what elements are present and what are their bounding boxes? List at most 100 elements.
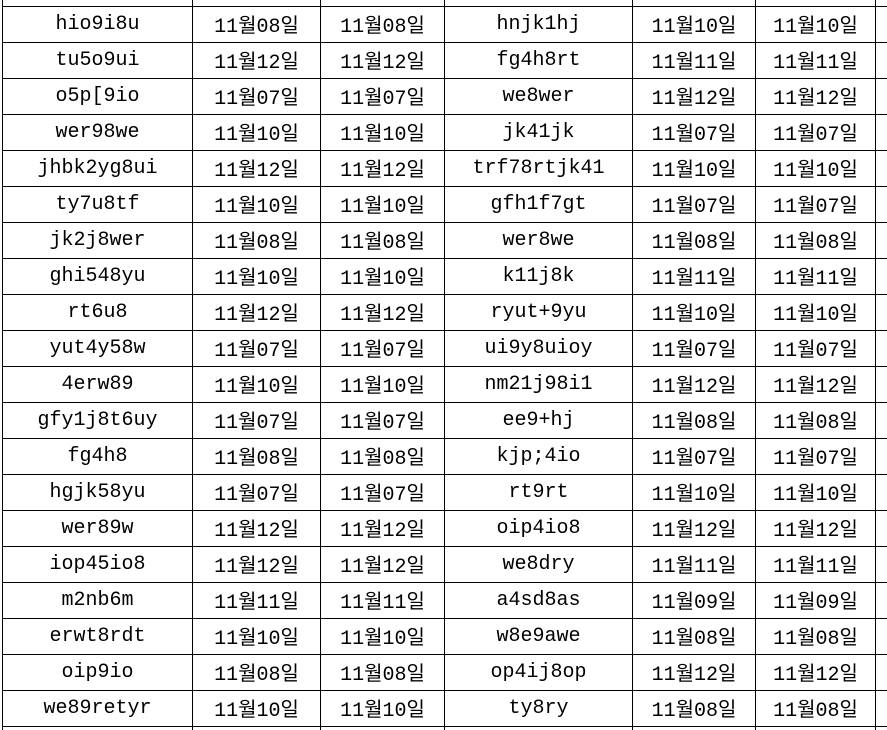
cell-date-left-2[interactable]: 11월11일 [320,581,445,619]
cell-date-left-1[interactable]: 11월12일 [192,41,321,79]
cell-overflow[interactable] [875,257,887,295]
cell-name-left[interactable]: iop45io8 [2,545,193,583]
cell-name-left[interactable]: hgjk58yu [2,473,193,511]
cell-date-left-1[interactable]: 11월07일 [192,401,321,439]
cell-name-right[interactable]: fg4h8rt [444,41,633,79]
cell-date-right-1[interactable]: 11월10일 [632,473,756,511]
cell-overflow[interactable] [875,581,887,619]
cell-date-right-1[interactable]: 11월12일 [632,653,756,691]
cell-name-left[interactable]: fg4h8 [2,437,193,475]
cell-name-right[interactable]: gfh1f7gt [444,185,633,223]
cell-name-right[interactable]: op4ij8op [444,653,633,691]
cell-name-right[interactable]: we8dry [444,545,633,583]
cell-date-right-2[interactable]: 11월11일 [755,257,876,295]
cell-date-right-2[interactable]: 11월08일 [755,401,876,439]
cell-date-right-1[interactable]: 11월08일 [632,401,756,439]
cell-date-left-2[interactable]: 11월08일 [320,653,445,691]
cell-date-right-2[interactable]: 11월07일 [755,437,876,475]
cell-date-right-1[interactable]: 11월11일 [632,257,756,295]
cell-date-left-2[interactable]: 11월07일 [320,401,445,439]
cell-date-right-1[interactable]: 11월08일 [632,689,756,727]
cell-date-right-1[interactable]: 11월08일 [632,221,756,259]
cell-date-left-1[interactable]: 11월10일 [192,185,321,223]
cell-date-left-1[interactable]: 11월12일 [192,293,321,331]
cell-name-left[interactable]: rt6u8 [2,293,193,331]
cell-overflow[interactable] [875,5,887,43]
cell-name-right[interactable]: ryut+9yu [444,293,633,331]
cell-date-left-2[interactable]: 11월08일 [320,5,445,43]
cell-name-left[interactable]: m2nb6m [2,581,193,619]
cell-name-left[interactable]: hio9i8u [2,5,193,43]
cell-date-right-2[interactable]: 11월11일 [755,41,876,79]
cell-date-right-1[interactable]: 11월07일 [632,329,756,367]
cell-name-left[interactable]: tu5o9ui [2,41,193,79]
cell-date-left-1[interactable]: 11월07일 [192,77,321,115]
cell-name-right[interactable]: wer8we [444,221,633,259]
cell-date-left-1[interactable]: 11월10일 [192,257,321,295]
cell-date-right-1[interactable]: 11월11일 [632,545,756,583]
cell-date-left-2[interactable]: 11월12일 [320,545,445,583]
cell-date-left-1[interactable]: 11월08일 [192,5,321,43]
cell-date-left-2[interactable]: 11월07일 [320,473,445,511]
cell-date-right-1[interactable]: 11월08일 [632,617,756,655]
cell-date-left-1[interactable]: 11월08일 [192,221,321,259]
cell-date-right-1[interactable]: 11월11일 [632,41,756,79]
cell-date-left-2[interactable]: 11월12일 [320,509,445,547]
cell-date-right-2[interactable]: 11월10일 [755,293,876,331]
cell-date-right-2[interactable]: 11월08일 [755,689,876,727]
cell-date-right-2[interactable]: 11월10일 [755,473,876,511]
cell-overflow[interactable] [875,689,887,727]
cell-date-right-2[interactable]: 11월08일 [755,221,876,259]
cell-name-right[interactable]: ty8ry [444,689,633,727]
cell-date-right-2[interactable]: 11월10일 [755,149,876,187]
cell-name-right[interactable]: we8wer [444,77,633,115]
cell-date-left-2[interactable]: 11월10일 [320,365,445,403]
cell-name-right[interactable]: rt9rt [444,473,633,511]
cell-date-right-1[interactable]: 11월12일 [632,77,756,115]
cell-date-right-2[interactable]: 11월07일 [755,329,876,367]
cell-date-right-1[interactable]: 11월07일 [632,437,756,475]
cell-date-right-2[interactable]: 11월12일 [755,653,876,691]
cell-date-left-2[interactable]: 11월07일 [320,77,445,115]
cell-overflow[interactable] [875,221,887,259]
cell-name-right[interactable]: k11j8k [444,257,633,295]
cell-date-right-2[interactable]: 11월12일 [755,77,876,115]
cell-name-left[interactable]: o5p[9io [2,77,193,115]
cell-date-left-1[interactable]: 11월08일 [192,653,321,691]
cell-name-right[interactable]: ui9y8uioy [444,329,633,367]
cell-date-left-2[interactable]: 11월10일 [320,689,445,727]
cell-overflow[interactable] [875,473,887,511]
cell-name-right[interactable]: w8e9awe [444,617,633,655]
cell-date-right-1[interactable]: 11월10일 [632,5,756,43]
cell-date-right-2[interactable]: 11월12일 [755,509,876,547]
cell-overflow[interactable] [875,77,887,115]
cell-date-right-2[interactable]: 11월08일 [755,617,876,655]
cell-name-left[interactable]: ghi548yu [2,257,193,295]
cell-name-left[interactable]: erwt8rdt [2,617,193,655]
cell-name-left[interactable]: gfy1j8t6uy [2,401,193,439]
cell-date-left-1[interactable]: 11월07일 [192,473,321,511]
cell-overflow[interactable] [875,401,887,439]
cell-overflow[interactable] [875,617,887,655]
cell-date-left-1[interactable]: 11월10일 [192,113,321,151]
cell-date-left-2[interactable]: 11월12일 [320,41,445,79]
cell-date-right-1[interactable]: 11월07일 [632,185,756,223]
cell-date-right-2[interactable]: 11월11일 [755,545,876,583]
cell-date-left-2[interactable]: 11월10일 [320,113,445,151]
cell-date-left-2[interactable]: 11월12일 [320,149,445,187]
cell-date-right-2[interactable]: 11월07일 [755,113,876,151]
cell-date-left-1[interactable]: 11월11일 [192,581,321,619]
cell-date-right-2[interactable]: 11월09일 [755,581,876,619]
cell-date-right-1[interactable]: 11월12일 [632,365,756,403]
cell-overflow[interactable] [875,545,887,583]
cell-name-right[interactable]: ee9+hj [444,401,633,439]
cell-name-left[interactable]: oip9io [2,653,193,691]
cell-date-right-1[interactable]: 11월09일 [632,581,756,619]
cell-overflow[interactable] [875,185,887,223]
cell-date-right-2[interactable]: 11월07일 [755,185,876,223]
cell-date-left-2[interactable]: 11월10일 [320,617,445,655]
cell-overflow[interactable] [875,653,887,691]
cell-date-right-2[interactable]: 11월10일 [755,5,876,43]
cell-name-right[interactable]: oip4io8 [444,509,633,547]
cell-name-right[interactable]: kjp;4io [444,437,633,475]
